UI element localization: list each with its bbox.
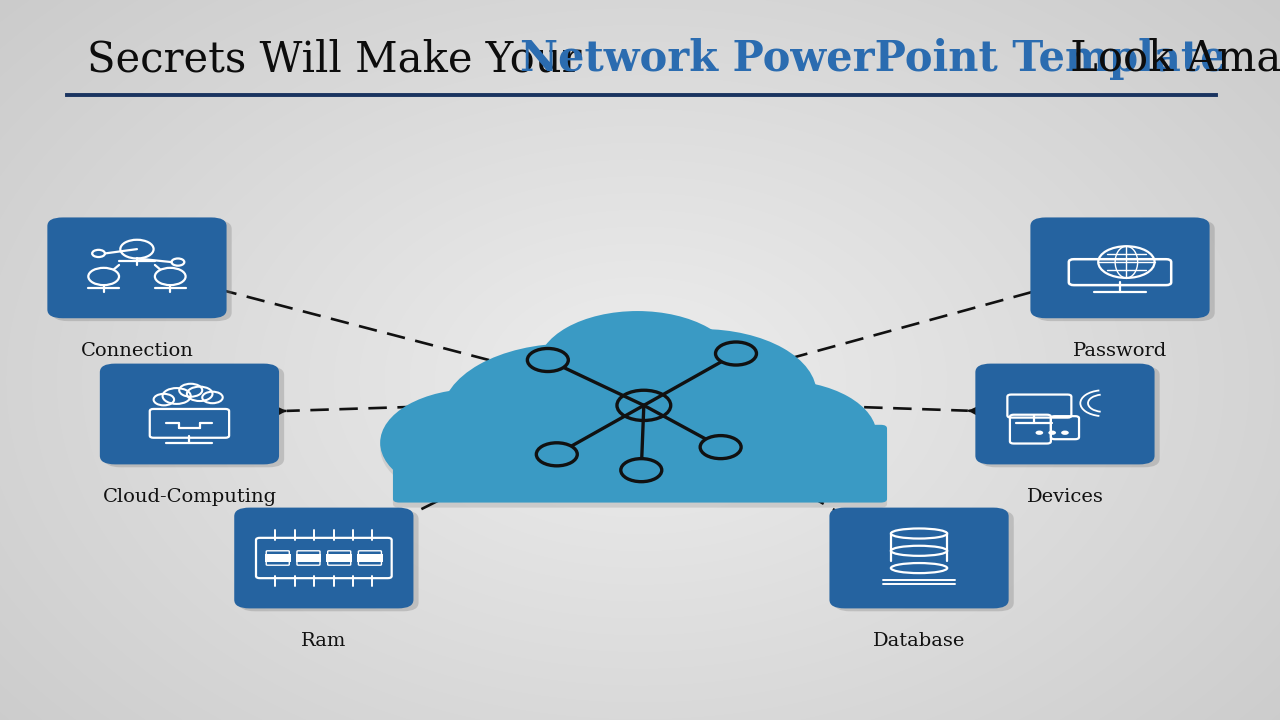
Circle shape: [380, 394, 572, 502]
Circle shape: [1048, 431, 1056, 435]
FancyBboxPatch shape: [100, 364, 279, 464]
FancyBboxPatch shape: [980, 366, 1160, 467]
Text: Cloud-Computing: Cloud-Computing: [102, 488, 276, 506]
Circle shape: [442, 348, 698, 492]
FancyBboxPatch shape: [357, 554, 370, 562]
FancyBboxPatch shape: [47, 217, 227, 318]
FancyBboxPatch shape: [52, 220, 232, 321]
Text: Network PowerPoint Template: Network PowerPoint Template: [520, 38, 1226, 80]
FancyBboxPatch shape: [975, 364, 1155, 464]
FancyBboxPatch shape: [296, 554, 308, 562]
FancyBboxPatch shape: [1030, 217, 1210, 318]
Text: Database: Database: [873, 632, 965, 650]
Circle shape: [1036, 431, 1043, 435]
Circle shape: [442, 343, 698, 487]
Circle shape: [716, 342, 756, 365]
FancyBboxPatch shape: [308, 554, 321, 562]
FancyBboxPatch shape: [370, 554, 383, 562]
Circle shape: [536, 443, 577, 466]
Circle shape: [538, 316, 737, 428]
Circle shape: [527, 348, 568, 372]
Circle shape: [538, 311, 737, 423]
Circle shape: [586, 329, 817, 459]
Circle shape: [617, 390, 671, 420]
FancyBboxPatch shape: [326, 554, 339, 562]
FancyBboxPatch shape: [829, 508, 1009, 608]
FancyBboxPatch shape: [393, 430, 887, 508]
Text: Devices: Devices: [1027, 488, 1103, 506]
FancyBboxPatch shape: [393, 425, 887, 503]
Circle shape: [680, 385, 877, 496]
FancyBboxPatch shape: [278, 554, 291, 562]
Text: Secrets Will Make Your: Secrets Will Make Your: [87, 38, 595, 80]
Text: Look Amazing: Look Amazing: [1057, 37, 1280, 81]
Circle shape: [680, 380, 877, 491]
FancyBboxPatch shape: [835, 510, 1014, 611]
FancyBboxPatch shape: [239, 510, 419, 611]
Circle shape: [621, 459, 662, 482]
FancyBboxPatch shape: [1036, 220, 1215, 321]
FancyBboxPatch shape: [339, 554, 352, 562]
Text: Connection: Connection: [81, 342, 193, 360]
Text: Password: Password: [1073, 342, 1167, 360]
Text: Ram: Ram: [301, 632, 347, 650]
Circle shape: [380, 389, 572, 497]
FancyBboxPatch shape: [234, 508, 413, 608]
Circle shape: [1061, 431, 1069, 435]
FancyBboxPatch shape: [265, 554, 278, 562]
Circle shape: [700, 436, 741, 459]
FancyBboxPatch shape: [105, 366, 284, 467]
Circle shape: [586, 334, 817, 464]
